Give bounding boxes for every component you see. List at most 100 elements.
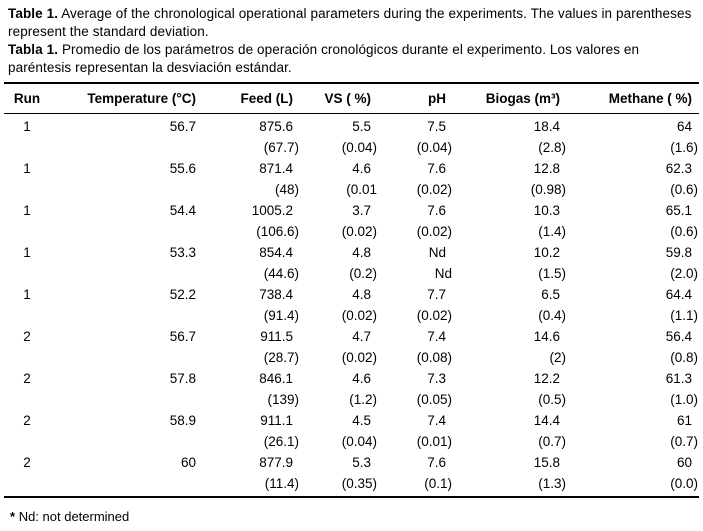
cell-ph: 7.5 bbox=[427, 119, 446, 134]
cell-vs-sd: (0.01 bbox=[346, 182, 377, 197]
cell-ph-sd: (0.02) bbox=[416, 182, 452, 197]
cell-run: 1 bbox=[23, 119, 31, 134]
cell-feed-sd: (106.6) bbox=[256, 224, 299, 239]
cell-temperature-sd bbox=[50, 431, 203, 452]
header-row: Run Temperature (°C) Feed (L) VS ( %) pH Biog… bbox=[4, 83, 699, 114]
cell-temperature: 52.2 bbox=[169, 287, 196, 302]
cell-vs: 4.6 bbox=[352, 371, 371, 386]
cell-vs: 4.7 bbox=[352, 329, 371, 344]
cell-run-sd bbox=[4, 221, 50, 242]
column-header-methane: Methane ( %) bbox=[608, 91, 692, 106]
cell-ph: 7.6 bbox=[427, 455, 446, 470]
cell-methane: 59.8 bbox=[665, 245, 692, 260]
cell-ph: 7.7 bbox=[427, 287, 446, 302]
cell-run: 2 bbox=[23, 413, 31, 428]
table-footnote: * Nd: not determined bbox=[4, 508, 699, 525]
table-row-main: 1 52.2 738.4 4.8 7.7 6.5 64.4 bbox=[4, 284, 699, 305]
cell-run: 1 bbox=[23, 203, 31, 218]
cell-run: 1 bbox=[23, 161, 31, 176]
table-row-sd: (91.4) (0.02) (0.02) (0.4) (1.1) bbox=[4, 305, 699, 326]
cell-feed: 911.5 bbox=[260, 329, 293, 344]
table-row-sd: (28.7) (0.02) (0.08) (2) (0.8) bbox=[4, 347, 699, 368]
cell-vs-sd: (0.02) bbox=[341, 224, 377, 239]
cell-vs: 4.8 bbox=[352, 287, 371, 302]
cell-methane: 64.4 bbox=[665, 287, 692, 302]
cell-run-sd bbox=[4, 137, 50, 158]
cell-feed: 871.4 bbox=[259, 161, 293, 176]
caption-en: Table 1. Average of the chronological op… bbox=[8, 5, 695, 41]
cell-feed-sd: (28.7) bbox=[263, 350, 299, 365]
table-row-sd: (67.7) (0.04) (0.04) (2.8) (1.6) bbox=[4, 137, 699, 158]
cell-ph-sd: (0.05) bbox=[416, 392, 452, 407]
cell-feed: 846.1 bbox=[259, 371, 293, 386]
table-row-main: 2 56.7 911.5 4.7 7.4 14.6 56.4 bbox=[4, 326, 699, 347]
cell-feed: 738.4 bbox=[259, 287, 293, 302]
table-row-sd: (44.6) (0.2) Nd (1.5) (2.0) bbox=[4, 263, 699, 284]
column-header-temperature: Temperature (°C) bbox=[87, 91, 196, 106]
cell-ph: Nd bbox=[428, 245, 446, 260]
cell-biogas: 6.5 bbox=[541, 287, 560, 302]
cell-feed: 911.1 bbox=[260, 413, 293, 428]
table-row-sd: (26.1) (0.04) (0.01) (0.7) (0.7) bbox=[4, 431, 699, 452]
cell-ph-sd: Nd bbox=[434, 266, 452, 281]
column-header-biogas: Biogas (m³) bbox=[485, 91, 560, 106]
cell-methane-sd: (0.8) bbox=[670, 350, 698, 365]
cell-methane-sd: (0.7) bbox=[670, 434, 698, 449]
cell-run: 2 bbox=[23, 371, 31, 386]
cell-methane: 61 bbox=[676, 413, 692, 428]
caption-es-text: Promedio de los parámetros de operación … bbox=[8, 42, 640, 75]
cell-biogas: 10.2 bbox=[533, 245, 560, 260]
cell-biogas-sd: (0.7) bbox=[538, 434, 566, 449]
table-body: 1 56.7 875.6 5.5 7.5 18.4 64 (67.7) (0.04) (0.04)… bbox=[4, 114, 699, 498]
cell-biogas-sd: (1.5) bbox=[538, 266, 566, 281]
cell-biogas-sd: (0.98) bbox=[530, 182, 566, 197]
cell-methane-sd: (1.6) bbox=[670, 140, 698, 155]
cell-run: 1 bbox=[23, 245, 31, 260]
column-header-feed: Feed (L) bbox=[240, 91, 294, 106]
cell-vs: 4.6 bbox=[352, 161, 371, 176]
cell-methane: 60 bbox=[676, 455, 692, 470]
cell-vs-sd: (0.04) bbox=[341, 434, 377, 449]
cell-vs: 5.5 bbox=[352, 119, 371, 134]
cell-run: 2 bbox=[23, 329, 31, 344]
cell-feed-sd: (26.1) bbox=[263, 434, 299, 449]
cell-ph-sd: (0.04) bbox=[416, 140, 452, 155]
cell-methane: 61.3 bbox=[665, 371, 692, 386]
cell-methane-sd: (0.6) bbox=[670, 224, 698, 239]
column-header-vs: VS ( %) bbox=[324, 91, 371, 106]
footnote-marker: * bbox=[10, 509, 16, 524]
table-row-main: 2 57.8 846.1 4.6 7.3 12.2 61.3 bbox=[4, 368, 699, 389]
cell-run-sd bbox=[4, 473, 50, 497]
cell-temperature: 57.8 bbox=[169, 371, 196, 386]
cell-feed-sd: (44.6) bbox=[263, 266, 299, 281]
cell-temperature: 56.7 bbox=[169, 329, 196, 344]
cell-biogas-sd: (1.4) bbox=[538, 224, 566, 239]
cell-temperature: 56.7 bbox=[169, 119, 196, 134]
cell-temperature-sd bbox=[50, 389, 203, 410]
cell-ph: 7.6 bbox=[427, 203, 446, 218]
table-row-sd: (48) (0.01 (0.02) (0.98) (0.6) bbox=[4, 179, 699, 200]
cell-temperature: 54.4 bbox=[169, 203, 196, 218]
cell-ph: 7.3 bbox=[427, 371, 446, 386]
cell-temperature-sd bbox=[50, 263, 203, 284]
cell-vs: 3.7 bbox=[352, 203, 371, 218]
table-row-sd: (11.4) (0.35) (0.1) (1.3) (0.0) bbox=[4, 473, 699, 497]
cell-methane-sd: (0.6) bbox=[670, 182, 698, 197]
cell-biogas: 18.4 bbox=[533, 119, 560, 134]
cell-ph: 7.4 bbox=[427, 329, 446, 344]
cell-temperature: 55.6 bbox=[169, 161, 196, 176]
cell-vs: 4.5 bbox=[352, 413, 371, 428]
cell-temperature-sd bbox=[50, 473, 203, 497]
cell-methane-sd: (0.0) bbox=[670, 476, 698, 491]
cell-biogas: 12.2 bbox=[533, 371, 560, 386]
cell-methane-sd: (1.1) bbox=[670, 308, 698, 323]
cell-ph-sd: (0.02) bbox=[416, 224, 452, 239]
cell-feed: 877.9 bbox=[259, 455, 293, 470]
cell-biogas: 10.3 bbox=[533, 203, 560, 218]
table-row-main: 1 53.3 854.4 4.8 Nd 10.2 59.8 bbox=[4, 242, 699, 263]
table-row-sd: (139) (1.2) (0.05) (0.5) (1.0) bbox=[4, 389, 699, 410]
cell-methane: 56.4 bbox=[665, 329, 692, 344]
cell-feed-sd: (67.7) bbox=[263, 140, 299, 155]
cell-vs-sd: (0.02) bbox=[341, 308, 377, 323]
cell-feed: 875.6 bbox=[259, 119, 293, 134]
